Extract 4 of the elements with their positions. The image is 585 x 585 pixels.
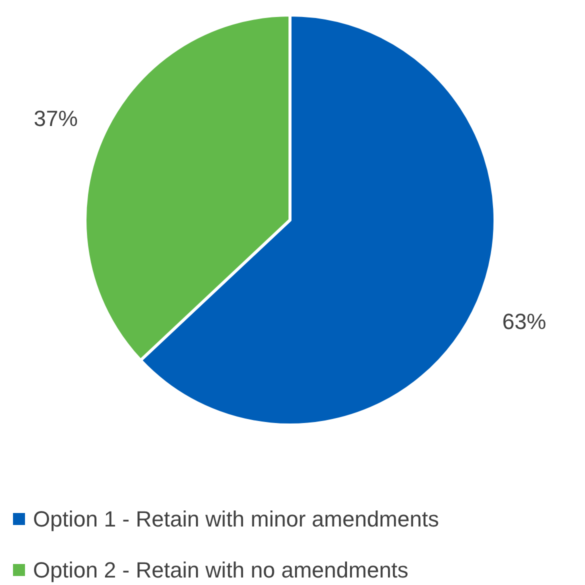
- data-label: 63%: [502, 308, 546, 334]
- data-label: 37%: [34, 106, 78, 132]
- legend-label: Option 2 - Retain with no amendments: [33, 558, 408, 582]
- legend-label: Option 1 - Retain with minor amendments: [33, 506, 439, 532]
